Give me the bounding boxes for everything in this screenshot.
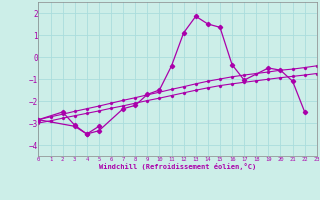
- X-axis label: Windchill (Refroidissement éolien,°C): Windchill (Refroidissement éolien,°C): [99, 163, 256, 170]
